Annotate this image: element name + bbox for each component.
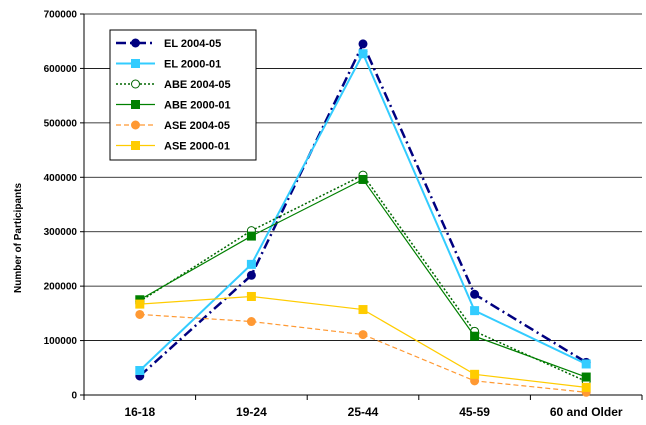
data-point [246, 317, 256, 327]
legend-label: EL 2000-01 [164, 59, 221, 71]
data-point [358, 49, 368, 59]
series-5 [135, 291, 591, 392]
data-point [358, 305, 368, 315]
y-tick-label: 700000 [44, 10, 78, 21]
y-tick-label: 600000 [44, 64, 78, 75]
y-tick-label: 400000 [44, 173, 78, 184]
legend-label: ABE 2004-05 [164, 79, 231, 91]
legend-marker [131, 100, 140, 109]
series-lines [135, 39, 591, 397]
data-point [135, 299, 145, 309]
data-point [246, 270, 256, 280]
data-point [581, 359, 591, 369]
y-tick-label: 300000 [44, 227, 78, 238]
axes: 0 100000 200000 300000 400000 500000 600000 700… [44, 10, 643, 419]
data-point [358, 174, 368, 184]
data-point [470, 331, 480, 341]
legend-marker [131, 79, 140, 89]
data-point [581, 382, 591, 392]
data-point [246, 259, 256, 269]
y-tick-label: 100000 [44, 336, 78, 347]
legend-marker [131, 120, 140, 130]
x-tick-label: 45-59 [459, 405, 490, 419]
series-0 [135, 39, 591, 381]
legend-label: EL 2004-05 [164, 38, 221, 50]
series-3 [135, 174, 591, 382]
x-tick-label: 60 and Older [550, 405, 623, 419]
data-point [135, 309, 145, 319]
legend-label: ABE 2000-01 [164, 100, 231, 112]
legend-box [109, 29, 257, 161]
x-tick-label: 16-18 [124, 405, 155, 419]
x-tick-label: 19-24 [236, 405, 267, 419]
x-tick-label: 25-44 [348, 405, 379, 419]
series-1 [135, 49, 591, 376]
y-tick-label: 200000 [44, 282, 78, 293]
data-point [135, 366, 145, 376]
data-point [358, 39, 368, 49]
legend-label: ASE 2004-05 [164, 120, 230, 132]
y-tick-label: 0 [71, 391, 77, 402]
y-axis-title: Number of Participants [13, 183, 24, 293]
data-point [358, 330, 368, 340]
legend-marker [131, 38, 140, 48]
data-point [246, 231, 256, 241]
data-point [581, 372, 591, 382]
y-tick-label: 500000 [44, 118, 78, 129]
data-point [470, 369, 480, 379]
legend-label: ASE 2000-01 [164, 141, 230, 153]
data-point [470, 289, 480, 299]
legend: EL 2004-05 EL 2000-01 ABE 2004-05 ABE 2000-… [109, 29, 257, 161]
legend-marker [131, 141, 140, 150]
data-point [470, 306, 480, 316]
data-point [246, 291, 256, 301]
legend-marker [131, 59, 140, 68]
